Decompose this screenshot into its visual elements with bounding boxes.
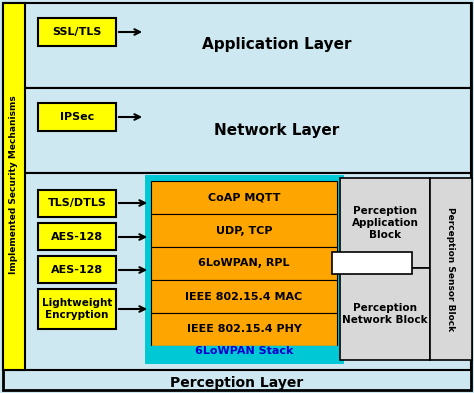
- Text: CoAP MQTT: CoAP MQTT: [208, 193, 280, 202]
- Text: AES-128: AES-128: [51, 232, 103, 242]
- Text: Lightweight
Encryption: Lightweight Encryption: [42, 298, 112, 320]
- Bar: [3, 173, 471, 370]
- Bar: [340, 268, 430, 360]
- Text: SSL/TLS: SSL/TLS: [52, 27, 102, 37]
- Text: Edge Block: Edge Block: [339, 258, 404, 268]
- Text: UDP, TCP: UDP, TCP: [216, 226, 272, 235]
- Text: Perception
Network Block: Perception Network Block: [342, 303, 428, 325]
- Bar: [3, 3, 25, 370]
- Bar: [151, 181, 337, 214]
- Bar: [3, 3, 471, 88]
- Text: Perception
Application
Block: Perception Application Block: [352, 206, 419, 240]
- Text: TLS/DTLS: TLS/DTLS: [47, 198, 107, 208]
- Bar: [38, 289, 116, 329]
- Text: Network Layer: Network Layer: [214, 123, 340, 138]
- Bar: [332, 252, 412, 274]
- Text: 6LoWPAN Stack: 6LoWPAN Stack: [195, 347, 293, 356]
- Bar: [38, 256, 116, 283]
- Bar: [430, 178, 472, 360]
- Text: AES-128: AES-128: [51, 265, 103, 275]
- Text: IEEE 802.15.4 PHY: IEEE 802.15.4 PHY: [187, 325, 301, 334]
- Bar: [38, 223, 116, 250]
- Text: Perception Layer: Perception Layer: [170, 376, 304, 390]
- Bar: [38, 103, 116, 131]
- Bar: [151, 247, 337, 280]
- Text: IPSec: IPSec: [60, 112, 94, 122]
- Text: 6LoWPAN, RPL: 6LoWPAN, RPL: [198, 259, 290, 268]
- Text: IEEE 802.15.4 MAC: IEEE 802.15.4 MAC: [185, 292, 302, 301]
- Bar: [3, 88, 471, 173]
- Bar: [38, 190, 116, 217]
- Bar: [38, 18, 116, 46]
- Bar: [151, 346, 337, 357]
- Text: Application Layer: Application Layer: [202, 37, 352, 53]
- Bar: [148, 178, 340, 360]
- Bar: [151, 313, 337, 346]
- Bar: [151, 280, 337, 313]
- Bar: [151, 214, 337, 247]
- Bar: [340, 178, 430, 268]
- Text: Implemented Security Mechanisms: Implemented Security Mechanisms: [9, 95, 18, 274]
- Text: Perception Sensor Block: Perception Sensor Block: [447, 207, 456, 331]
